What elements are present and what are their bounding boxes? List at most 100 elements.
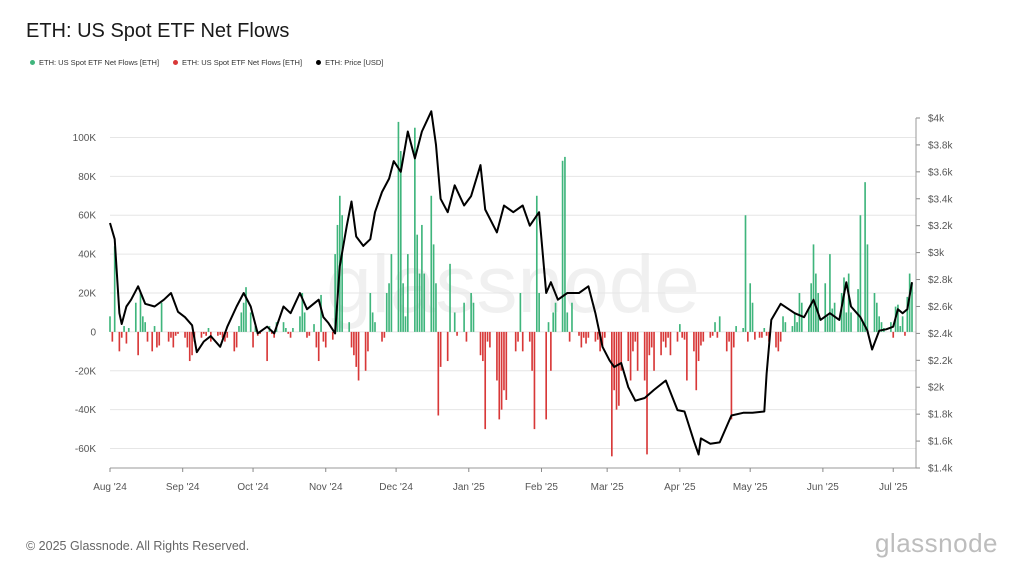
outflow-bar: [381, 331, 383, 342]
outflow-bar: [732, 331, 735, 348]
inflow-bar: [238, 326, 240, 332]
inflow-bar: [826, 316, 829, 332]
outflow-bar: [514, 331, 517, 352]
y-right-tick-label: $3k: [928, 248, 945, 259]
outflow-bar: [118, 331, 121, 352]
outflow-bar: [653, 331, 655, 371]
outflow-bar: [355, 331, 358, 367]
outflow-bar: [646, 331, 648, 455]
inflow-bar: [341, 215, 343, 332]
inflow-bar: [123, 326, 125, 332]
outflow-bar: [650, 331, 653, 348]
outflow-bar: [111, 331, 114, 342]
inflow-bar: [406, 254, 409, 332]
outflow-bar: [188, 331, 191, 362]
inflow-bar: [249, 312, 252, 332]
legend-item-inflows[interactable]: ETH: US Spot ETF Net Flows [ETH]: [30, 58, 159, 67]
outflow-bar: [643, 331, 646, 381]
inflow-bar: [416, 234, 419, 332]
outflow-bar: [754, 331, 756, 340]
outflow-bar: [648, 331, 651, 356]
outflow-bar: [686, 331, 688, 381]
inflow-bar: [369, 293, 372, 332]
inflow-bar: [571, 302, 573, 332]
outflow-bar: [636, 331, 639, 371]
inflow-bar: [845, 312, 848, 332]
outflow-bar: [367, 331, 369, 352]
inflow-bar: [453, 312, 456, 332]
outflow-bar: [252, 331, 254, 348]
outflow-bar: [496, 331, 498, 381]
inflow-bar: [906, 296, 909, 332]
y-right-tick-label: $3.6k: [928, 167, 953, 178]
legend-item-outflows[interactable]: ETH: US Spot ETF Net Flows [ETH]: [173, 58, 302, 67]
x-tick-label: Jan '25: [453, 482, 485, 493]
inflow-bar: [807, 308, 810, 332]
outflow-bar: [681, 331, 684, 338]
outflow-bar: [324, 331, 327, 348]
legend-label-outflows: ETH: US Spot ETF Net Flows [ETH]: [182, 58, 303, 67]
legend-dot-outflows: [173, 60, 179, 65]
inflow-bar: [561, 160, 564, 332]
y-right-tick-label: $2k: [928, 383, 945, 394]
inflow-bar: [566, 312, 569, 332]
legend-dot-inflows: [30, 60, 35, 65]
inflow-bar: [552, 312, 555, 332]
inflow-bar: [374, 322, 376, 332]
inflow-bar: [385, 293, 388, 332]
outflow-bar: [620, 331, 623, 371]
inflow-bar: [878, 316, 880, 332]
inflow-bar: [815, 273, 817, 332]
outflow-bar: [676, 331, 679, 342]
inflow-bar: [313, 324, 315, 332]
inflow-bar: [139, 293, 142, 332]
outflow-bar: [120, 331, 123, 338]
inflow-bar: [399, 151, 402, 332]
outflow-bar: [585, 331, 587, 344]
outflow-bar: [765, 331, 768, 336]
outflow-bar: [200, 331, 203, 338]
y-left-tick-label: -20K: [75, 366, 96, 377]
outflow-bar: [205, 331, 207, 336]
outflow-bar: [315, 331, 318, 348]
outflow-bar: [904, 331, 906, 336]
outflow-bar: [777, 331, 780, 352]
outflow-bar: [437, 331, 440, 416]
outflow-bar: [465, 331, 468, 342]
inflow-bar: [554, 302, 557, 332]
inflow-bar: [873, 293, 876, 332]
inflow-bar: [864, 182, 866, 332]
outflow-bar: [775, 331, 777, 348]
outflow-bar: [634, 331, 637, 342]
inflow-bar: [829, 254, 831, 332]
outflow-bar: [758, 331, 761, 338]
outflow-bar: [599, 331, 601, 352]
outflow-bar: [151, 331, 154, 352]
inflow-bar: [679, 324, 681, 332]
inflow-bar: [430, 195, 433, 332]
outflow-bar: [439, 331, 442, 367]
outflow-bar: [156, 331, 158, 348]
outflow-bar: [383, 331, 386, 338]
outflow-bar: [669, 331, 672, 356]
outflow-bar: [224, 331, 226, 342]
outflow-bar: [662, 331, 665, 342]
outflow-bar: [618, 331, 620, 406]
y-left-tick-label: -40K: [75, 405, 96, 416]
inflow-bar: [432, 244, 435, 332]
y-right-tick-label: $1.4k: [928, 464, 953, 475]
inflow-bar: [800, 302, 803, 332]
inflow-bar: [348, 322, 351, 332]
inflow-bar: [866, 244, 869, 332]
outflow-bar: [486, 331, 489, 342]
inflow-bar: [390, 254, 393, 332]
outflow-bar: [221, 331, 224, 338]
outflow-bar: [580, 331, 583, 348]
inflow-bar: [435, 283, 437, 332]
inflow-bar: [749, 283, 752, 332]
outflow-bar: [270, 331, 273, 334]
legend-item-price[interactable]: ETH: Price [USD]: [316, 58, 383, 67]
inflow-bar: [320, 294, 322, 332]
outflow-bar: [177, 331, 179, 334]
